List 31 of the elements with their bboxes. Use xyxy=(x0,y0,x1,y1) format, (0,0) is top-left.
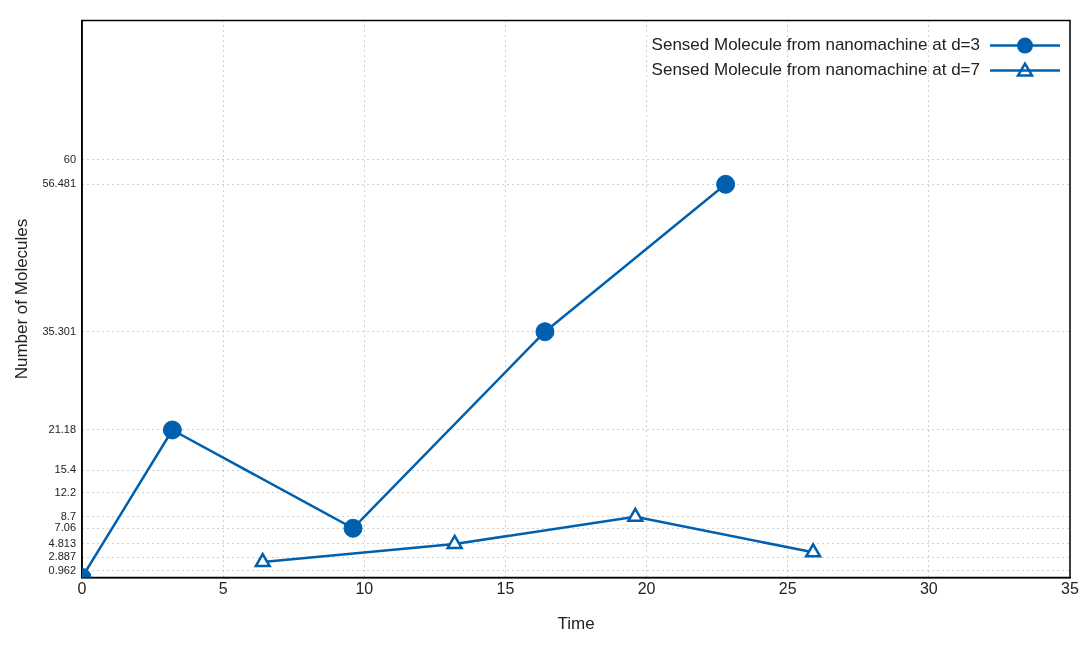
y-tick-label: 8.7 xyxy=(60,509,77,522)
point xyxy=(162,420,182,440)
point xyxy=(343,518,363,538)
y-tick-label: 2.887 xyxy=(48,550,77,563)
y-tick-label: 4.813 xyxy=(48,536,77,549)
y-tick-label: 35.301 xyxy=(42,324,77,337)
x-tick-label: 15 xyxy=(496,580,515,598)
point xyxy=(627,507,644,523)
legend-label: Sensed Molecule from nanomachine at d=7 xyxy=(651,60,980,80)
legend-label: Sensed Molecule from nanomachine at d=3 xyxy=(651,35,980,55)
y-tick-label: 56.481 xyxy=(42,177,77,190)
point xyxy=(254,552,271,568)
x-tick-label: 35 xyxy=(1061,580,1079,598)
y-axis-title: Number of Molecules xyxy=(11,218,31,380)
point xyxy=(716,174,736,194)
x-tick-label: 5 xyxy=(218,580,228,598)
x-tick-label: 20 xyxy=(637,580,656,598)
point xyxy=(535,322,555,342)
x-tick-label: 10 xyxy=(355,580,374,598)
y-tick-label: 60 xyxy=(63,152,77,165)
y-tick-label: 7.06 xyxy=(54,521,77,534)
y-tick-label: 21.18 xyxy=(48,423,77,436)
point xyxy=(446,534,463,550)
x-tick-label: 25 xyxy=(778,580,797,598)
x-tick-label: 30 xyxy=(919,580,938,598)
point xyxy=(804,543,822,558)
y-tick-label: 0.962 xyxy=(48,563,77,576)
y-tick-label: 12.2 xyxy=(54,485,77,498)
x-axis-title: Time xyxy=(557,614,595,634)
x-tick-label: 0 xyxy=(77,580,87,598)
y-tick-label: 15.4 xyxy=(54,463,77,476)
